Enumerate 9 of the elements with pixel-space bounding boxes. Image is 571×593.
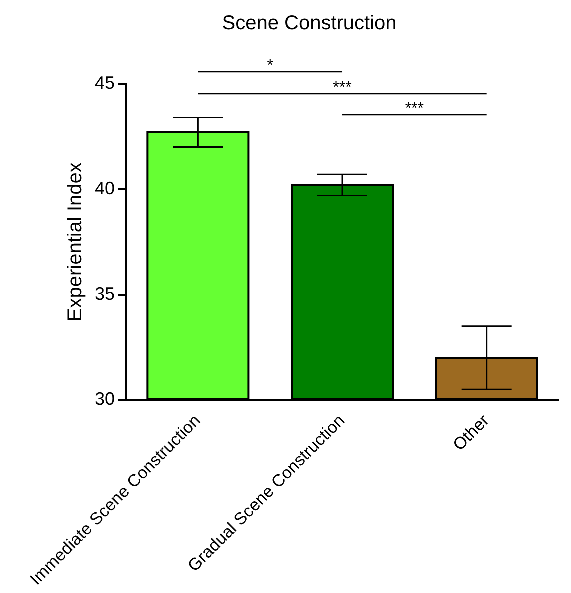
annotation: *** [405, 100, 424, 118]
y-tick-label: 35 [94, 284, 116, 304]
y-axis-title: Experiential Index [64, 162, 87, 322]
text: * [267, 57, 274, 74]
y-tick-label: 30 [94, 389, 116, 410]
annotation: *** [333, 79, 352, 96]
chart-title: Scene Construction [222, 12, 397, 35]
y-tick-label: 40 [94, 178, 116, 198]
y-tick-label: 45 [94, 72, 116, 93]
